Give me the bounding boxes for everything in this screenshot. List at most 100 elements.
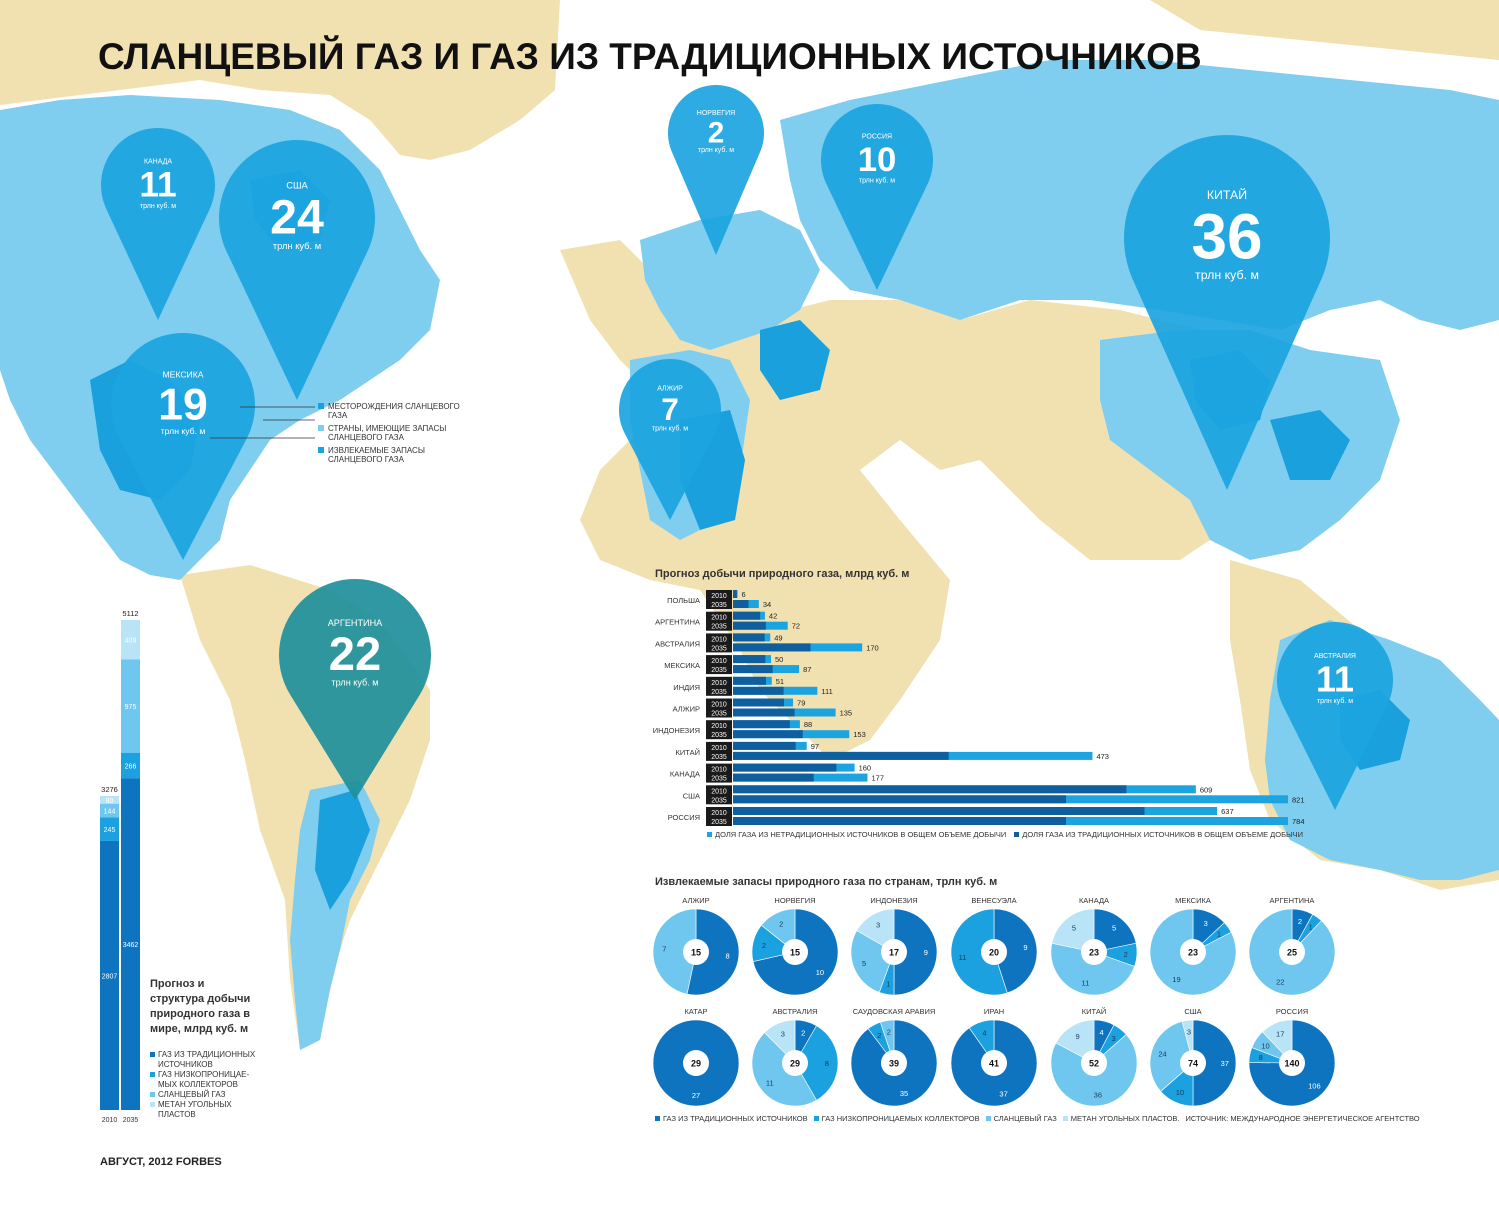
pie-slice-label: 17 — [1276, 1029, 1284, 1038]
hbar-value-label: 473 — [1096, 752, 1109, 761]
pie-country-label: НОРВЕГИЯ — [774, 896, 815, 905]
pie-slice-label: 10 — [1261, 1041, 1269, 1050]
hbar-value-label: 111 — [821, 687, 832, 696]
hbar-category-label: КАНАДА — [670, 770, 700, 779]
vbar-segment — [121, 778, 140, 1110]
pie-slice — [794, 1025, 839, 1101]
hbar-year-label: 2010 — [711, 745, 727, 752]
hbar-value-label: 135 — [840, 709, 853, 718]
pie-country-label: САУДОВСКАЯ АРАВИЯ — [853, 1007, 936, 1016]
hbar-year-label: 2035 — [711, 689, 727, 696]
pie-center — [981, 1050, 1007, 1076]
vbar-segment-label: 144 — [104, 809, 116, 816]
pie-slice-label: 19 — [1172, 975, 1180, 984]
map-pin-unit: трлн куб. м — [698, 146, 734, 154]
production-forecast-chart: ПОЛЬША 2010 2035 6 34 АРГЕНТИНА 2010 2035 42 72 АВ… — [653, 590, 1305, 826]
vbar-legend-coal: МЕТАН УГОЛЬНЫХ ПЛАСТОВ — [158, 1100, 232, 1119]
pie-country-label: АЛЖИР — [682, 896, 709, 905]
hbar-bar-traditional — [733, 643, 811, 652]
hbar-value-label: 153 — [853, 730, 866, 739]
pie-total-label: 15 — [790, 948, 800, 958]
pie-center — [1279, 1050, 1305, 1076]
pie-center — [881, 939, 907, 965]
pie-chart: АЛЖИР 8 7 15 — [652, 896, 740, 996]
pie-slice-label: 37 — [1221, 1059, 1229, 1068]
pie-country-label: КАНАДА — [1079, 896, 1109, 905]
hbar-year-box — [706, 611, 732, 631]
pie-slice-label: 11 — [1082, 979, 1090, 988]
hbar-value-label: 87 — [803, 665, 811, 674]
hbar-value-label: 784 — [1292, 817, 1305, 826]
pie-slice — [1051, 908, 1095, 953]
vbar-segment-label: 975 — [125, 704, 137, 711]
pie-slice-label: 2 — [877, 1031, 881, 1040]
pie-slice-label: 27 — [692, 1091, 700, 1100]
map-pin-unit: трлн куб. м — [652, 424, 688, 432]
hbar-category-label: АВСТРАЛИЯ — [655, 639, 700, 648]
pie-center — [683, 939, 709, 965]
pie-slice-label: 11 — [959, 953, 967, 962]
pie-legend: ГАЗ ИЗ ТРАДИЦИОННЫХ ИСТОЧНИКОВ ГАЗ НИЗКО… — [655, 1114, 1420, 1123]
pie-slice-label: 9 — [1075, 1032, 1079, 1041]
hbar-value-label: 88 — [804, 720, 812, 729]
vbar-segment-label: 80 — [106, 798, 114, 805]
hbar-row: РОССИЯ 2010 2035 637 784 — [668, 807, 1305, 826]
hbar-bar-traditional — [733, 611, 761, 620]
vbar-segment — [121, 752, 140, 779]
pie-slice-label: 9 — [924, 948, 928, 957]
hbar-value-label: 72 — [792, 622, 800, 631]
pie-slice-label: 3 — [781, 1030, 785, 1039]
vbar-segment — [100, 840, 119, 1110]
map-pin-country: НОРВЕГИЯ — [697, 110, 735, 117]
pie-country-label: США — [1184, 1007, 1201, 1016]
map-pin-country: МЕКСИКА — [162, 370, 203, 380]
pie-slice — [764, 1019, 796, 1064]
vbar-segment-label: 409 — [125, 638, 137, 645]
pie-center — [981, 939, 1007, 965]
pie-center — [782, 1050, 808, 1076]
hbar-value-label: 177 — [872, 774, 885, 783]
pie-slice-label: 10 — [816, 968, 824, 977]
pie-center — [782, 939, 808, 965]
map-pin-unit: трлн куб. м — [859, 176, 895, 184]
map-pin-unit: трлн куб. м — [140, 202, 176, 210]
pie-slice — [1192, 1019, 1237, 1107]
hbar-year-label: 2010 — [711, 615, 727, 622]
vbar-legend: ГАЗ ИЗ ТРАДИЦИОННЫХ ИСТОЧНИКОВ ГАЗ НИЗКО… — [150, 1050, 260, 1120]
hbar-row: ИНДИЯ 2010 2035 51 111 — [673, 676, 833, 696]
pie-slice-label: 4 — [982, 1029, 986, 1038]
hbar-year-label: 2035 — [711, 797, 727, 804]
hbar-bar-traditional — [733, 698, 785, 707]
map-pin-country: КИТАЙ — [1207, 187, 1247, 202]
pie-slice-label: 3 — [1204, 919, 1208, 928]
pie-center — [881, 1050, 907, 1076]
pie-center — [1180, 939, 1206, 965]
hbar-bar-traditional — [733, 621, 766, 630]
hbar-year-label: 2010 — [711, 680, 727, 687]
hbar-year-box — [706, 633, 732, 653]
hbar-year-label: 2010 — [711, 702, 727, 709]
hbar-bar-traditional — [733, 633, 765, 642]
pie-legend-traditional: ГАЗ ИЗ ТРАДИЦИОННЫХ ИСТОЧНИКОВ — [663, 1114, 808, 1123]
hbar-bar-traditional — [733, 720, 790, 729]
hbar-row: ИНДОНЕЗИЯ 2010 2035 88 153 — [653, 720, 866, 740]
pie-slice-label: 2 — [762, 941, 766, 950]
hbar-category-label: РОССИЯ — [668, 813, 700, 822]
pie-chart: ИРАН 37 4 41 — [950, 1007, 1038, 1107]
hbar-legend: ДОЛЯ ГАЗА ИЗ НЕТРАДИЦИОННЫХ ИСТОЧНИКОВ В… — [707, 830, 1303, 839]
pie-slice — [652, 908, 697, 995]
map-legend-item-deposits: МЕСТОРОЖДЕНИЯ СЛАНЦЕВОГО ГАЗА — [318, 402, 478, 420]
vbar-column: 3462 266 975 409 5112 2035 — [121, 609, 140, 1124]
hbar-bar-traditional — [733, 590, 737, 598]
pie-country-label: КАТАР — [684, 1007, 707, 1016]
hbar-value-label: 79 — [797, 699, 805, 708]
map-pin-country: КАНАДА — [144, 158, 172, 165]
hbar-year-label: 2035 — [711, 776, 727, 783]
pie-total-label: 140 — [1284, 1059, 1299, 1069]
pie-slice-label: 5 — [1112, 923, 1116, 932]
hbar-value-label: 42 — [769, 612, 777, 621]
